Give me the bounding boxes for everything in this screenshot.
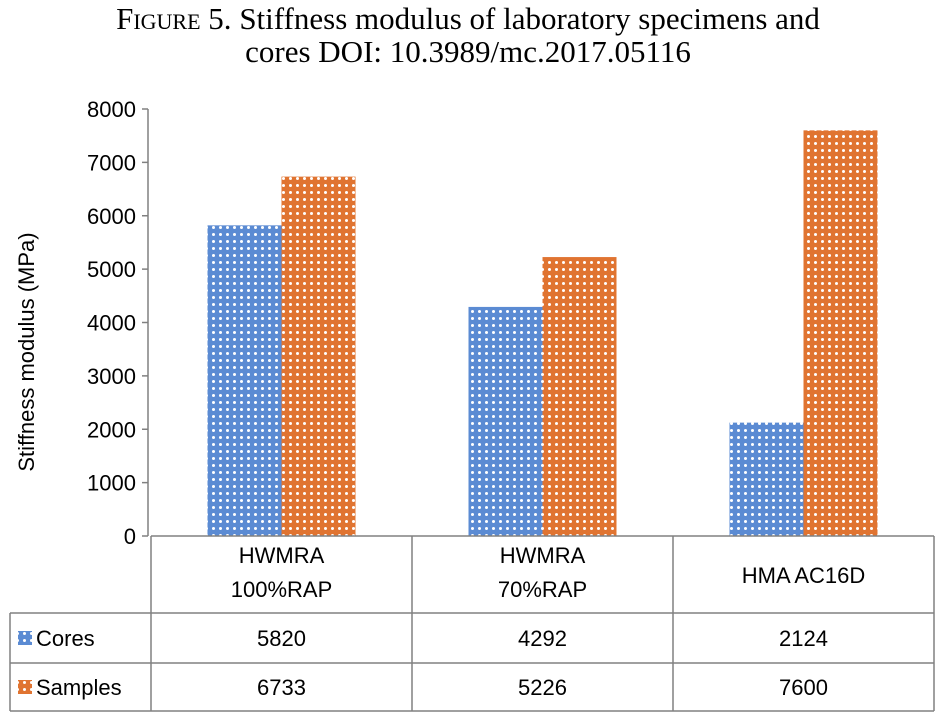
legend-label: Samples: [36, 675, 122, 700]
figure-label: Figure 5.: [116, 1, 232, 36]
y-tick-label: 7000: [87, 150, 136, 175]
legend-key: [18, 680, 32, 694]
y-tick-label: 1000: [87, 471, 136, 496]
bars: [207, 130, 878, 537]
x-tick-label: HMA AC16D: [742, 563, 866, 588]
cores-bar: [207, 225, 282, 537]
x-tick-label: HWMRA: [500, 543, 586, 568]
x-tick-label: 100%RAP: [231, 577, 333, 602]
y-tick-label: 5000: [87, 257, 136, 282]
samples-bar: [542, 257, 617, 536]
y-tick-label: 8000: [87, 97, 136, 122]
data-label: 2124: [779, 626, 828, 651]
caption-line-1: Figure 5. Stiffness modulus of laborator…: [0, 2, 936, 35]
samples-bar: [803, 130, 878, 536]
legend-label: Cores: [36, 626, 95, 651]
data-label: 5820: [257, 626, 306, 651]
axes: 0 1000 2000 3000 4000 5000 6000 7000 8000: [87, 97, 149, 549]
x-tick-label: 70%RAP: [498, 577, 587, 602]
caption-title: Stiffness modulus of laboratory specimen…: [231, 1, 820, 36]
legend-key: [18, 631, 32, 645]
y-axis-label: Stiffness modulus (MPa): [14, 232, 39, 471]
x-tick-label: HWMRA: [239, 543, 325, 568]
y-tick-label: 6000: [87, 204, 136, 229]
y-tick-label: 4000: [87, 311, 136, 336]
data-label: 4292: [518, 626, 567, 651]
data-table: HWMRA 100%RAP HWMRA 70%RAP HMA AC16D Cores 582…: [9, 535, 935, 712]
y-tick-label: 2000: [87, 417, 136, 442]
y-tick-label: 3000: [87, 364, 136, 389]
y-tick-label: 0: [124, 524, 136, 549]
samples-bar: [281, 176, 356, 536]
cores-bar: [729, 422, 804, 536]
data-label: 6733: [257, 675, 306, 700]
data-label: 7600: [779, 675, 828, 700]
figure-caption: Figure 5. Stiffness modulus of laborator…: [0, 0, 936, 68]
caption-line-2: cores DOI: 10.3989/mc.2017.05116: [245, 34, 691, 69]
data-label: 5226: [518, 675, 567, 700]
cores-bar: [468, 306, 543, 536]
